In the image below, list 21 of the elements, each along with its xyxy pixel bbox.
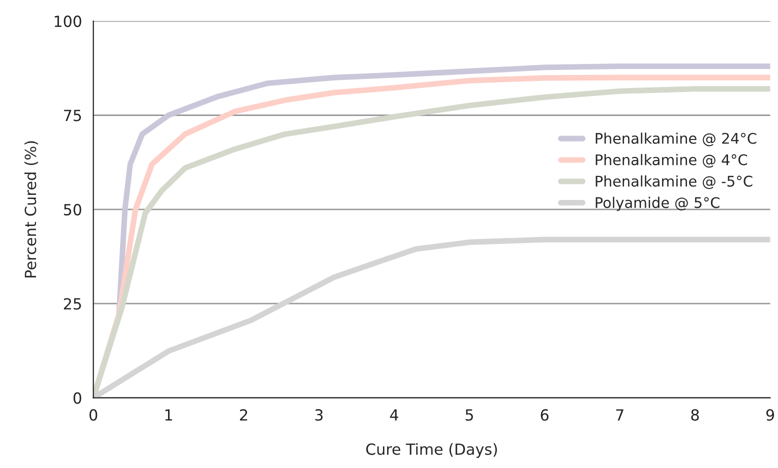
x-tick-label: 3 (315, 409, 323, 421)
y-tick-label: 75 (64, 110, 81, 122)
x-tick-label: 2 (240, 409, 248, 421)
x-tick-label: 5 (466, 409, 473, 421)
y-axis-title: Percent Cured (%) (24, 141, 38, 278)
legend-label: Phenalkamine @ 24°C (596, 132, 756, 146)
x-tick-label: 7 (616, 409, 624, 421)
legend-label: Polyamide @ 5°C (596, 196, 720, 211)
y-tick-label: 0 (74, 392, 82, 404)
x-tick-label: 6 (540, 409, 548, 421)
legend-label: Phenalkamine @ -5°C (596, 175, 752, 190)
x-tick-label: 4 (390, 409, 398, 421)
y-tick-label: 50 (64, 204, 82, 216)
x-tick-label: 8 (691, 409, 699, 421)
y-tick-label: 100 (54, 16, 82, 28)
x-tick-label: 1 (165, 409, 172, 421)
x-tick-label: 0 (90, 409, 98, 421)
legend-label: Phenalkamine @ 4°C (596, 154, 748, 168)
x-axis-title: Cure Time (Days) (366, 443, 497, 458)
x-tick-label: 9 (766, 409, 774, 421)
y-tick-label: 25 (64, 298, 81, 310)
